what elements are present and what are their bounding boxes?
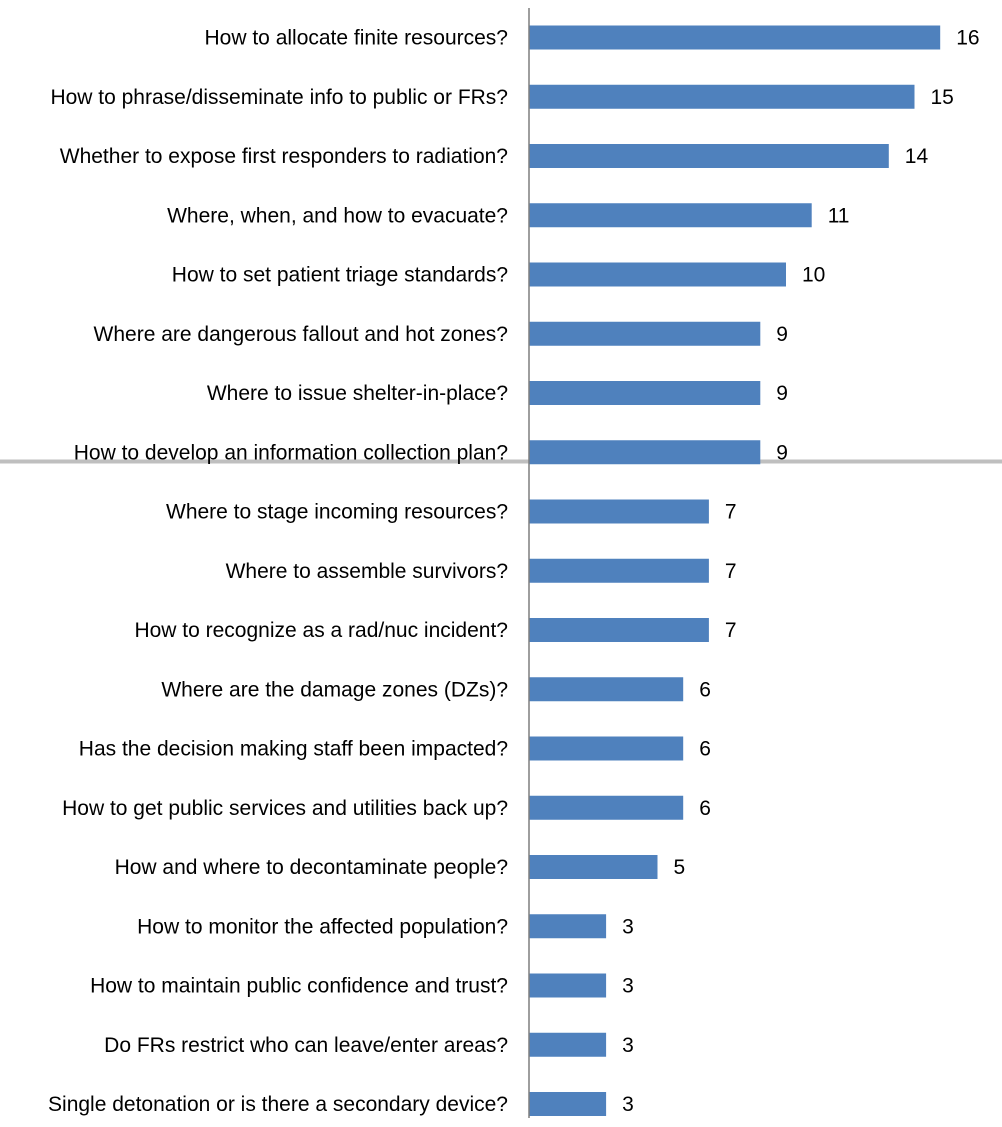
data-label: 11 bbox=[828, 204, 850, 227]
data-label: 9 bbox=[776, 441, 788, 464]
bar bbox=[529, 381, 761, 405]
data-label: 10 bbox=[802, 264, 825, 287]
bar bbox=[529, 440, 761, 465]
bar bbox=[529, 558, 709, 583]
bar bbox=[529, 321, 761, 346]
bar bbox=[529, 1032, 607, 1057]
data-label: 9 bbox=[776, 323, 788, 346]
data-label: 7 bbox=[725, 619, 737, 642]
data-label: 5 bbox=[674, 856, 686, 879]
data-label: 3 bbox=[622, 1034, 634, 1057]
data-label: 3 bbox=[622, 975, 634, 998]
bar bbox=[529, 84, 915, 109]
category-label: How and where to decontaminate people? bbox=[115, 856, 508, 879]
category-label: Where, when, and how to evacuate? bbox=[167, 204, 508, 227]
category-label: Has the decision making staff been impac… bbox=[79, 738, 508, 761]
bar bbox=[529, 618, 709, 642]
bar bbox=[529, 499, 709, 524]
data-label: 6 bbox=[699, 738, 711, 761]
data-label: 3 bbox=[622, 1093, 634, 1116]
data-label: 7 bbox=[725, 560, 737, 583]
category-label: How to monitor the affected population? bbox=[137, 915, 508, 938]
bar bbox=[529, 144, 889, 168]
category-label: Where are the damage zones (DZs)? bbox=[161, 678, 508, 701]
bar bbox=[529, 855, 658, 879]
category-label: How to develop an information collection… bbox=[74, 441, 508, 464]
category-label: How to set patient triage standards? bbox=[172, 264, 508, 287]
bar bbox=[529, 914, 607, 939]
category-label: How to get public services and utilities… bbox=[62, 797, 508, 820]
data-label: 6 bbox=[699, 678, 711, 701]
category-label: Where to assemble survivors? bbox=[226, 560, 508, 583]
bar bbox=[529, 262, 786, 287]
category-label: Where to issue shelter-in-place? bbox=[207, 382, 508, 405]
category-label: How to allocate finite resources? bbox=[205, 27, 509, 50]
category-label: Do FRs restrict who can leave/enter area… bbox=[104, 1034, 508, 1057]
bar bbox=[529, 736, 684, 761]
data-label: 16 bbox=[956, 27, 979, 50]
bar bbox=[529, 677, 684, 702]
bar bbox=[529, 973, 607, 998]
bar bbox=[529, 25, 941, 50]
category-label: Single detonation or is there a secondar… bbox=[48, 1093, 508, 1116]
data-label: 9 bbox=[776, 382, 788, 405]
category-label: How to maintain public confidence and tr… bbox=[90, 975, 508, 998]
category-label: How to recognize as a rad/nuc incident? bbox=[134, 619, 508, 642]
category-label: Where are dangerous fallout and hot zone… bbox=[94, 323, 508, 346]
category-label: Where to stage incoming resources? bbox=[166, 501, 508, 524]
bar bbox=[529, 1092, 607, 1116]
data-label: 7 bbox=[725, 501, 737, 524]
bar bbox=[529, 795, 684, 820]
bar bbox=[529, 203, 812, 228]
category-label: Whether to expose first responders to ra… bbox=[60, 145, 508, 168]
data-label: 14 bbox=[905, 145, 929, 168]
category-label: How to phrase/disseminate info to public… bbox=[50, 86, 508, 109]
data-label: 15 bbox=[931, 86, 954, 109]
data-label: 6 bbox=[699, 797, 711, 820]
data-label: 3 bbox=[622, 915, 634, 938]
